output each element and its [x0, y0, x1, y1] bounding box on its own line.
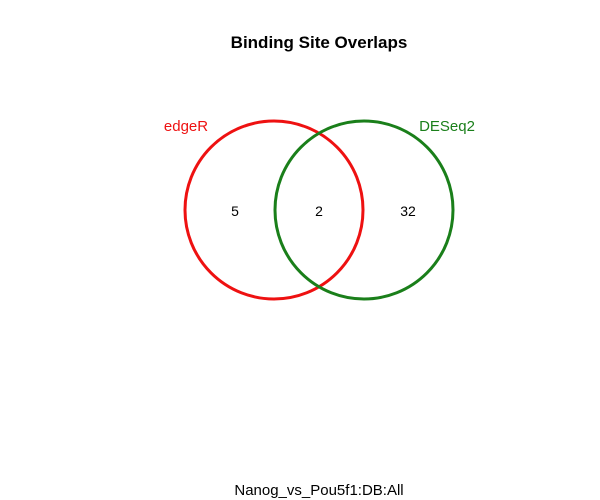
- edger-only-count: 5: [231, 203, 239, 219]
- overlap-count: 2: [315, 203, 323, 219]
- edger-circle: [183, 119, 365, 301]
- edger-label: edgeR: [164, 118, 208, 135]
- deseq2-circle: [273, 119, 455, 301]
- comparison-subtitle: Nanog_vs_Pou5f1:DB:All: [234, 482, 403, 499]
- diagram-title: Binding Site Overlaps: [231, 33, 408, 52]
- deseq2-label: DESeq2: [419, 118, 475, 135]
- deseq2-only-count: 32: [400, 203, 416, 219]
